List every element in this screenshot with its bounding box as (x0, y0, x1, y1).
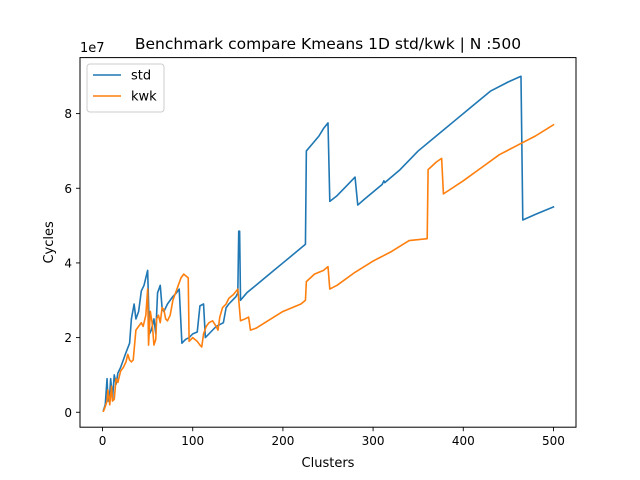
y-axis-ticks: 0 2 4 6 8 (64, 107, 80, 420)
x-tick-label: 0 (99, 434, 107, 448)
series-line-std (102, 75, 555, 412)
y-axis-scale-label: 1e7 (80, 41, 105, 56)
y-tick-label: 8 (64, 107, 72, 121)
plot-area (79, 57, 577, 428)
x-tick-label: 100 (181, 434, 204, 448)
legend-items: std kwk (93, 69, 157, 105)
legend-label-kwk: kwk (131, 90, 157, 105)
series-layer (102, 75, 555, 413)
x-axis-ticks: 0 100 200 300 400 500 (99, 427, 565, 448)
legend-label-std: std (131, 69, 151, 84)
legend-box (86, 63, 165, 113)
axes-frame (79, 57, 577, 428)
legend: std kwk (86, 63, 165, 113)
series-line-kwk (102, 123, 555, 413)
chart-title: Benchmark compare Kmeans 1D std/kwk | N … (135, 35, 521, 53)
x-tick-label: 400 (452, 434, 475, 448)
y-axis-label: Cycles (42, 221, 57, 264)
x-tick-label: 200 (271, 434, 294, 448)
x-tick-label: 500 (542, 434, 565, 448)
y-tick-label: 0 (64, 406, 72, 420)
y-tick-label: 4 (64, 256, 72, 270)
x-tick-label: 300 (362, 434, 385, 448)
y-tick-label: 6 (64, 182, 72, 196)
x-axis-label: Clusters (302, 456, 355, 471)
y-tick-label: 2 (64, 331, 72, 345)
